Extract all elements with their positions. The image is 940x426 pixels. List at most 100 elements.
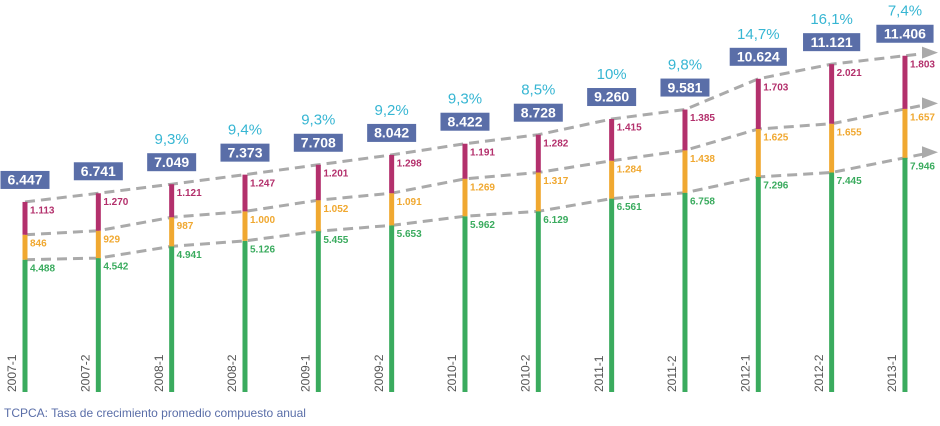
bar-segment — [902, 108, 908, 158]
segment-label: 987 — [177, 221, 194, 232]
bar-segment — [389, 225, 395, 392]
x-tick-label: 2009-1 — [298, 354, 312, 392]
total-box — [513, 103, 563, 122]
bar-segment — [242, 211, 248, 241]
segment-label: 1.415 — [617, 123, 642, 134]
bar-segment — [95, 193, 101, 231]
bar-segment — [462, 216, 468, 392]
segment-label: 1.438 — [690, 154, 715, 165]
segment-label: 4.542 — [103, 262, 128, 273]
x-tick-label: 2007-1 — [5, 354, 19, 392]
total-label: 7.373 — [227, 144, 262, 160]
x-tick-label: 2008-2 — [225, 354, 239, 392]
trend-arrow — [922, 146, 938, 159]
bar-segment — [829, 172, 835, 392]
total-box — [587, 88, 637, 107]
x-tick-label: 2013-1 — [885, 354, 899, 392]
segment-label: 7.296 — [763, 181, 788, 192]
bar-segment — [389, 154, 395, 194]
segment-label: 1.317 — [543, 176, 568, 187]
segment-label: 7.445 — [837, 176, 862, 187]
x-tick-label: 2010-1 — [445, 354, 459, 392]
growth-label: 9,4% — [228, 122, 262, 139]
total-box — [803, 33, 861, 52]
bar-segment — [242, 240, 248, 392]
total-box — [293, 133, 343, 152]
trend-line — [24, 101, 933, 237]
bar-segment — [22, 259, 28, 392]
segment-label: 1.091 — [397, 197, 422, 208]
bar-segment — [315, 231, 321, 392]
trend-lines — [24, 46, 938, 262]
segment-label: 4.941 — [177, 250, 202, 261]
trend-line — [24, 51, 933, 204]
segment-label: 1.625 — [763, 133, 788, 144]
trend-line — [24, 150, 933, 262]
bar-segment — [755, 129, 761, 177]
total-label: 10.624 — [737, 49, 780, 65]
segment-label: 1.113 — [30, 206, 55, 217]
total-label: 8.728 — [521, 104, 556, 120]
segment-label: 1.247 — [250, 178, 275, 189]
total-label: 9.260 — [594, 89, 629, 105]
bar-segment — [682, 192, 688, 392]
bar-segment — [242, 174, 248, 212]
total-box — [73, 162, 123, 181]
trend-arrow — [922, 46, 938, 59]
bar-segment — [169, 217, 175, 247]
segment-label: 1.191 — [470, 147, 495, 158]
bar-segment — [829, 64, 835, 124]
total-label: 9.581 — [667, 79, 702, 95]
segment-label: 1.052 — [323, 204, 348, 215]
segment-label: 1.803 — [910, 59, 935, 70]
bar-segment — [22, 201, 28, 235]
growth-label: 9,3% — [155, 131, 189, 148]
growth-label: 9,3% — [448, 91, 482, 108]
bar-segment — [169, 246, 175, 392]
bar-segment — [95, 230, 101, 259]
bar-segment — [535, 134, 541, 173]
bar-segment — [169, 184, 175, 218]
segment-label: 7.946 — [910, 161, 935, 172]
segment-label: 5.962 — [470, 220, 495, 231]
bar-segment — [462, 178, 468, 217]
x-tick-label: 2007-2 — [79, 354, 93, 392]
segment-label: 846 — [30, 238, 47, 249]
segment-label: 6.129 — [543, 215, 568, 226]
trend-arrow — [922, 97, 938, 110]
bar-segment — [609, 119, 615, 161]
segment-label: 1.201 — [323, 168, 348, 179]
bar-segment — [902, 157, 908, 392]
growth-label: 7,4% — [888, 3, 922, 20]
bar-segment — [315, 164, 321, 201]
segment-label: 1.655 — [837, 127, 862, 138]
footnote: TCPCA: Tasa de crecimiento promedio comp… — [4, 406, 306, 420]
bar-segment — [902, 55, 908, 109]
total-box — [660, 78, 710, 97]
bar-segment — [315, 200, 321, 232]
bar-segment — [755, 78, 761, 130]
segment-label: 1.657 — [910, 113, 935, 124]
growth-label: 10% — [597, 66, 627, 83]
total-box — [147, 153, 197, 172]
total-label: 11.121 — [811, 34, 853, 50]
segment-label: 1.284 — [617, 164, 642, 175]
total-label: 7.708 — [301, 134, 336, 150]
x-tick-label: 2012-1 — [738, 354, 752, 392]
growth-label: 9,2% — [375, 102, 409, 119]
bar-segment — [682, 150, 688, 193]
total-label: 8.042 — [374, 125, 409, 141]
x-tick-label: 2010-2 — [518, 354, 532, 392]
bar-segment — [609, 198, 615, 392]
segment-label: 5.653 — [397, 229, 422, 240]
bar-segment — [829, 123, 835, 173]
growth-label: 9,3% — [301, 112, 335, 129]
growth-label: 14,7% — [737, 26, 780, 43]
total-label: 11.406 — [884, 25, 926, 41]
segment-label: 5.126 — [250, 245, 275, 256]
total-label: 8.422 — [447, 113, 482, 129]
segment-label: 1.703 — [763, 82, 788, 93]
bar-segment — [22, 234, 28, 260]
total-label: 6.741 — [81, 163, 116, 179]
segment-label: 2.021 — [837, 68, 862, 79]
